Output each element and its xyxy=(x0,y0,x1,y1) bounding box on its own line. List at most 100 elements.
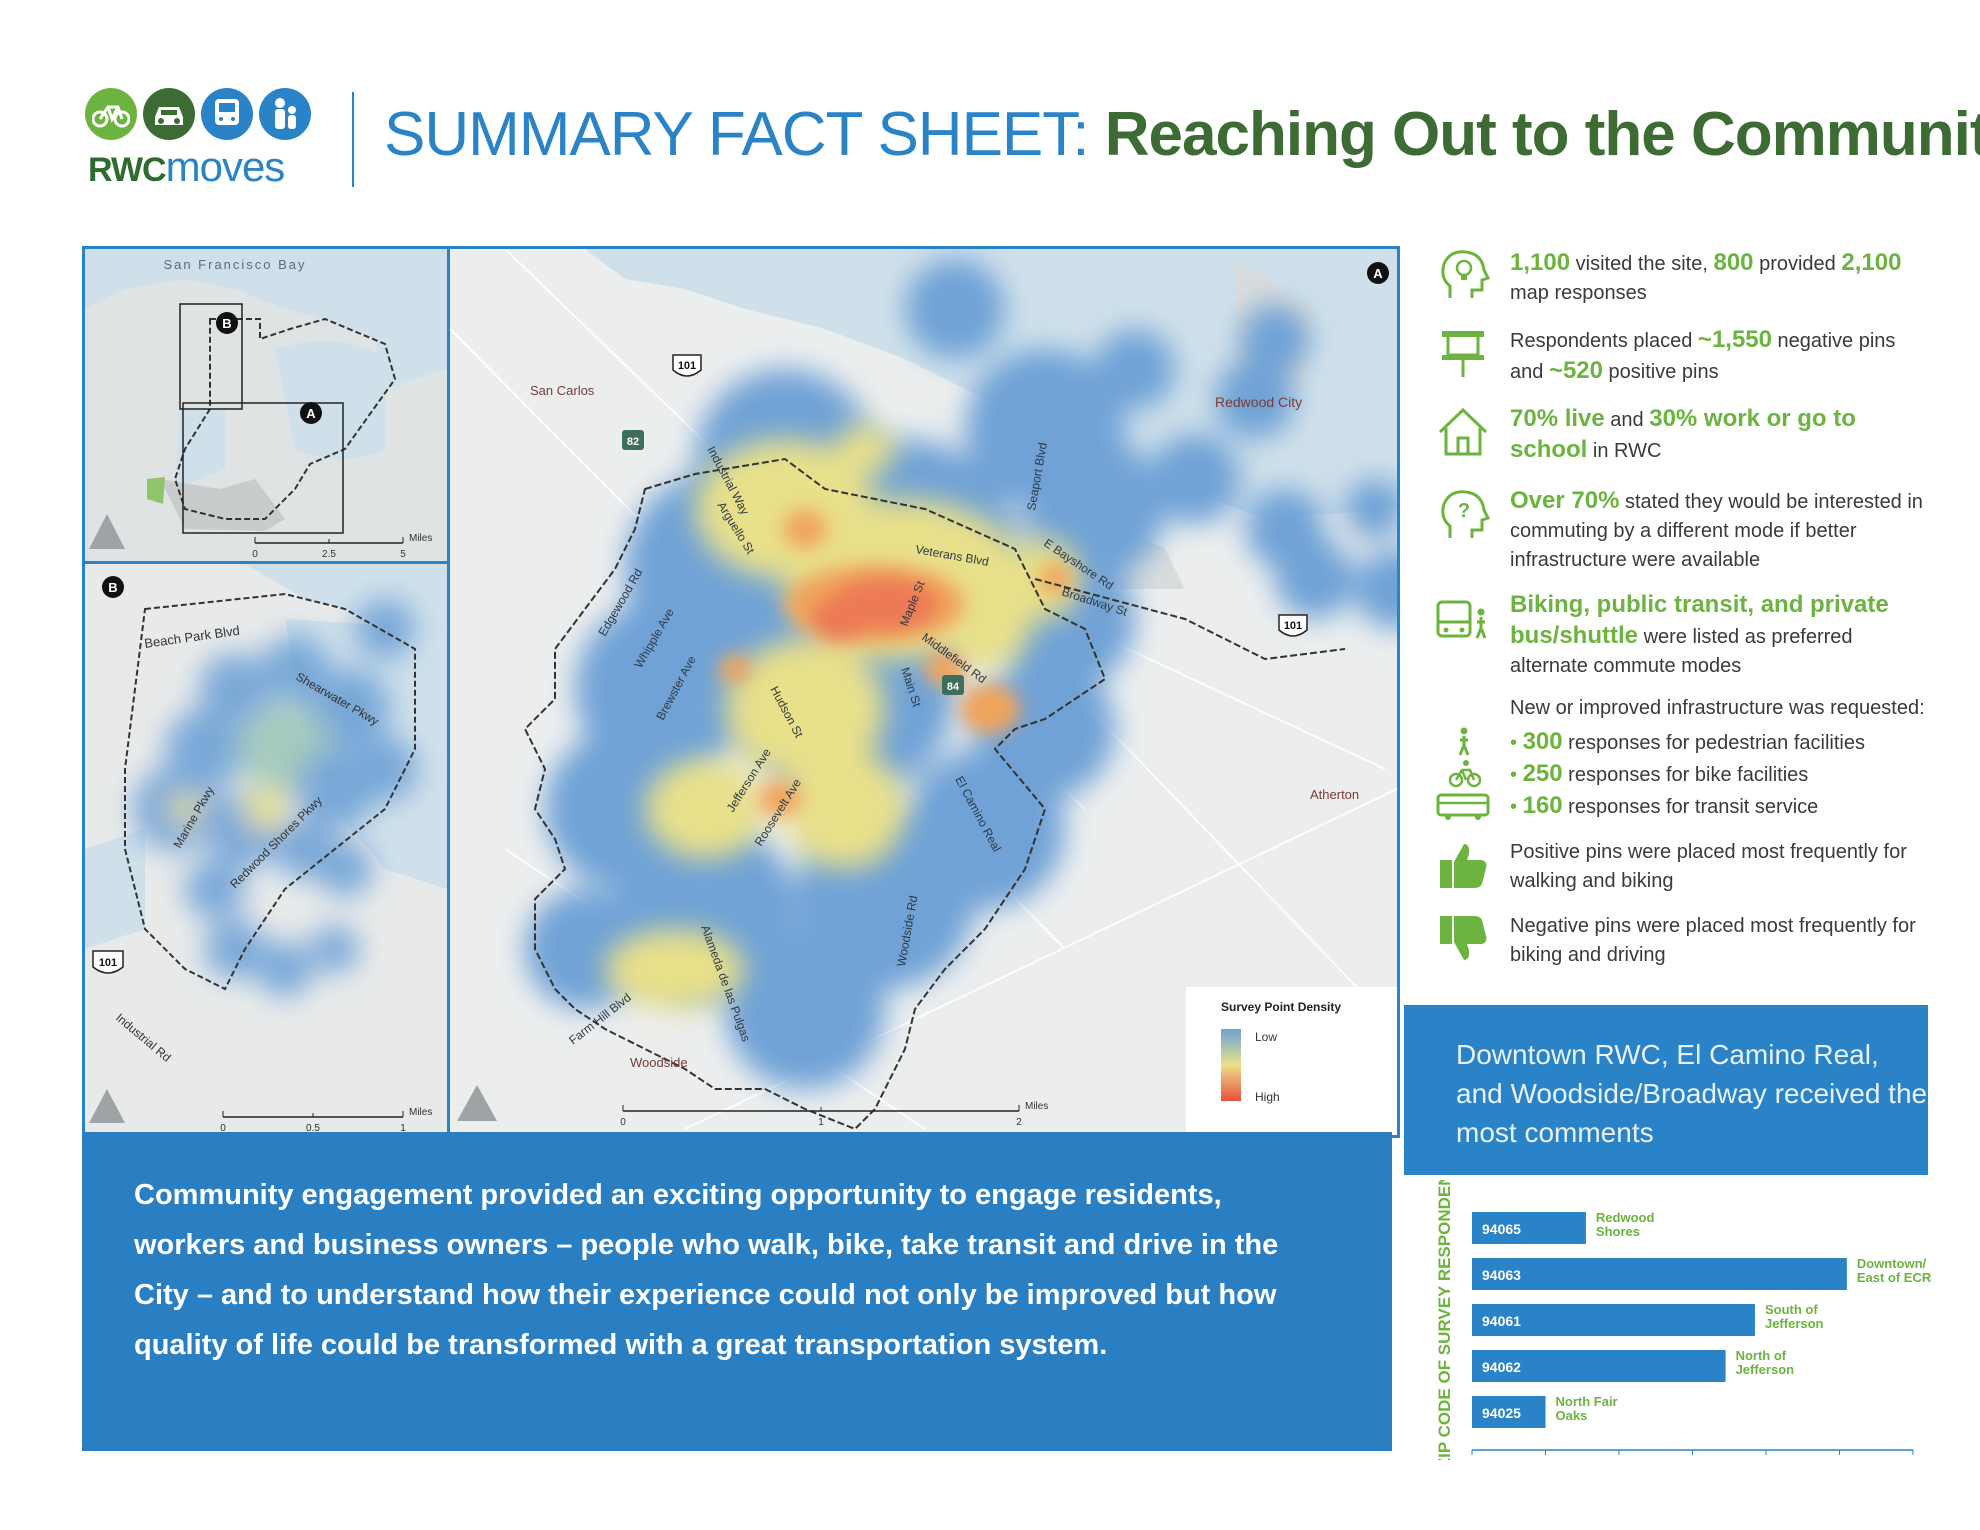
stat-text: 70% live and 30% work or go to school in… xyxy=(1510,405,1856,463)
stat-mode-interest: ? Over 70% stated they would be interest… xyxy=(1436,486,1930,575)
car-icon xyxy=(143,88,195,140)
stat-live-work: 70% live and 30% work or go to school in… xyxy=(1436,404,1930,466)
stat-text: Biking, public transit, and private bus/… xyxy=(1510,591,1889,677)
inset-b-marker: B xyxy=(108,580,117,595)
chart-bar-category: 94025 xyxy=(1482,1405,1521,1421)
pushpin-icon xyxy=(1442,331,1484,377)
legend-high: High xyxy=(1255,1090,1280,1104)
highway-shield-label: 101 xyxy=(99,957,117,969)
chart-bar-category: 94065 xyxy=(1482,1221,1521,1237)
list-item: • 250 responses for bike facilities xyxy=(1436,758,1876,790)
north-arrow-icon xyxy=(89,1089,125,1123)
scale-unit: Miles xyxy=(409,1107,432,1118)
chart-ylabel: ZIP CODE OF SURVEY RESPONDENTS xyxy=(1435,1180,1454,1460)
place-label: San Carlos xyxy=(530,383,595,398)
legend-gradient xyxy=(1221,1029,1241,1101)
logo-wordmark: RWCmoves xyxy=(88,143,285,190)
chart-bar-category: 94063 xyxy=(1482,1267,1521,1283)
list-item: • 300 responses for pedestrian facilitie… xyxy=(1436,726,1876,758)
state-route-label: 82 xyxy=(627,436,639,448)
scale-tick: 0 xyxy=(620,1117,626,1128)
stat-text: Negative pins were placed most frequentl… xyxy=(1510,915,1916,966)
scale-tick: 1 xyxy=(400,1123,406,1134)
state-route-icon xyxy=(942,675,964,695)
lightbulb-head-icon xyxy=(1441,250,1490,298)
chart-bar-label: North Fair Oaks xyxy=(1556,1394,1618,1423)
inset-redwood-shores-map: B Beach Park Blvd Shearwater Pkwy Marine… xyxy=(85,564,447,1135)
highway-shield-label: 101 xyxy=(1284,620,1302,632)
scale-tick: 5 xyxy=(400,549,406,560)
map-canvas: San Francisco Bay B A 0 2.5 5 Miles xyxy=(85,249,1397,1135)
family-icon xyxy=(259,88,311,140)
highway-shield-icon xyxy=(1278,614,1308,637)
most-comments-callout: Downtown RWC, El Camino Real, and Woodsi… xyxy=(1404,1005,1928,1175)
chart-bar xyxy=(1472,1304,1755,1336)
stat-preferred-modes: Biking, public transit, and private bus/… xyxy=(1436,590,1930,681)
north-arrow-icon xyxy=(89,514,125,549)
bay-label: San Francisco Bay xyxy=(163,257,306,272)
logo-icons xyxy=(85,88,311,148)
bus-icon xyxy=(201,88,253,140)
scale-tick: 0.5 xyxy=(306,1123,320,1134)
bus-walker-icon xyxy=(1436,600,1487,639)
north-arrow-icon xyxy=(457,1085,497,1121)
infrastructure-list: • 300 responses for pedestrian facilitie… xyxy=(1436,726,1876,822)
highway-shield-icon xyxy=(92,950,124,974)
state-route-icon xyxy=(622,430,644,450)
state-route-label: 84 xyxy=(947,681,960,693)
stat-text: 1,100 visited the site, 800 provided 2,1… xyxy=(1510,249,1902,304)
infrastructure-intro: New or improved infrastructure was reque… xyxy=(1510,697,1925,719)
bike-icon xyxy=(85,88,137,140)
main-heatmap: A San Carlos Redwood City Atherton Woods… xyxy=(449,249,1397,1135)
stat-pins: Respondents placed ~1,550 negative pins … xyxy=(1436,325,1930,387)
legend-title: Survey Point Density xyxy=(1221,1000,1341,1014)
chart-bar-category: 94061 xyxy=(1482,1313,1521,1329)
chart-bar xyxy=(1472,1350,1726,1382)
scale-tick: 0 xyxy=(252,549,258,560)
house-icon xyxy=(1438,407,1488,456)
chart-bar-label: South of Jefferson xyxy=(1765,1302,1824,1331)
chart-bar xyxy=(1472,1212,1586,1244)
chart-x-tick-label: 120 xyxy=(1899,1457,1927,1460)
chart-bar xyxy=(1472,1396,1546,1428)
scale-tick: 2.5 xyxy=(322,549,336,560)
place-label: Redwood City xyxy=(1215,394,1302,410)
list-item: • 160 responses for transit service xyxy=(1436,790,1876,822)
svg-text:?: ? xyxy=(1458,500,1470,522)
stat-text: Respondents placed ~1,550 negative pins … xyxy=(1510,326,1896,384)
place-label: Woodside xyxy=(630,1055,688,1070)
map-panel: San Francisco Bay B A 0 2.5 5 Miles xyxy=(82,246,1400,1138)
chart-x-tick-label: 20 xyxy=(1536,1457,1555,1460)
chart-x-tick-label: 40 xyxy=(1610,1457,1629,1460)
thumbs-up-icon xyxy=(1440,844,1487,888)
stat-text: Over 70% stated they would be interested… xyxy=(1510,487,1923,571)
stat-text: Positive pins were placed most frequentl… xyxy=(1510,841,1907,892)
stat-positive-pins: Positive pins were placed most frequentl… xyxy=(1436,838,1930,896)
inset-marker-a: A xyxy=(306,406,316,421)
highway-shield-label: 101 xyxy=(678,360,696,372)
page-title: SUMMARY FACT SHEET: Reaching Out to the … xyxy=(384,100,1980,169)
zip-code-chart: ZIP CODE OF SURVEY RESPONDENTS 0 20 40 60 80… xyxy=(1400,1152,1940,1476)
stat-negative-pins: Negative pins were placed most frequentl… xyxy=(1436,912,1930,970)
stat-site-visits: 1,100 visited the site, 800 provided 2,1… xyxy=(1436,248,1930,308)
inset-overview-map: San Francisco Bay B A 0 2.5 5 Miles xyxy=(85,249,447,561)
chart-bar-label: North of Jefferson xyxy=(1736,1348,1795,1377)
place-label: Atherton xyxy=(1310,787,1359,802)
chart-bar xyxy=(1472,1258,1847,1290)
chart-x-tick-label: 60 xyxy=(1683,1457,1702,1460)
chart-x-tick-label: 0 xyxy=(1467,1457,1476,1460)
map-legend: Survey Point Density Low High xyxy=(1186,987,1397,1135)
transit-bus-icon xyxy=(1436,793,1490,820)
community-engagement-statement: Community engagement provided an excitin… xyxy=(82,1132,1392,1451)
question-head-icon: ? xyxy=(1441,490,1490,538)
zip-chart-svg: ZIP CODE OF SURVEY RESPONDENTS 0 20 40 60 80… xyxy=(1435,1152,1932,1476)
bicycle-icon xyxy=(1448,760,1482,788)
scale-tick: 2 xyxy=(1016,1117,1022,1128)
chart-bar-label: Downtown/East of ECR xyxy=(1857,1256,1932,1285)
main-map-marker: A xyxy=(1373,266,1383,281)
highway-shield-icon xyxy=(672,354,702,377)
scale-tick: 1 xyxy=(818,1117,824,1128)
chart-x-tick-label: 80 xyxy=(1757,1457,1776,1460)
legend-low: Low xyxy=(1255,1030,1277,1044)
chart-bar-label: Redwood Shores xyxy=(1596,1210,1655,1239)
